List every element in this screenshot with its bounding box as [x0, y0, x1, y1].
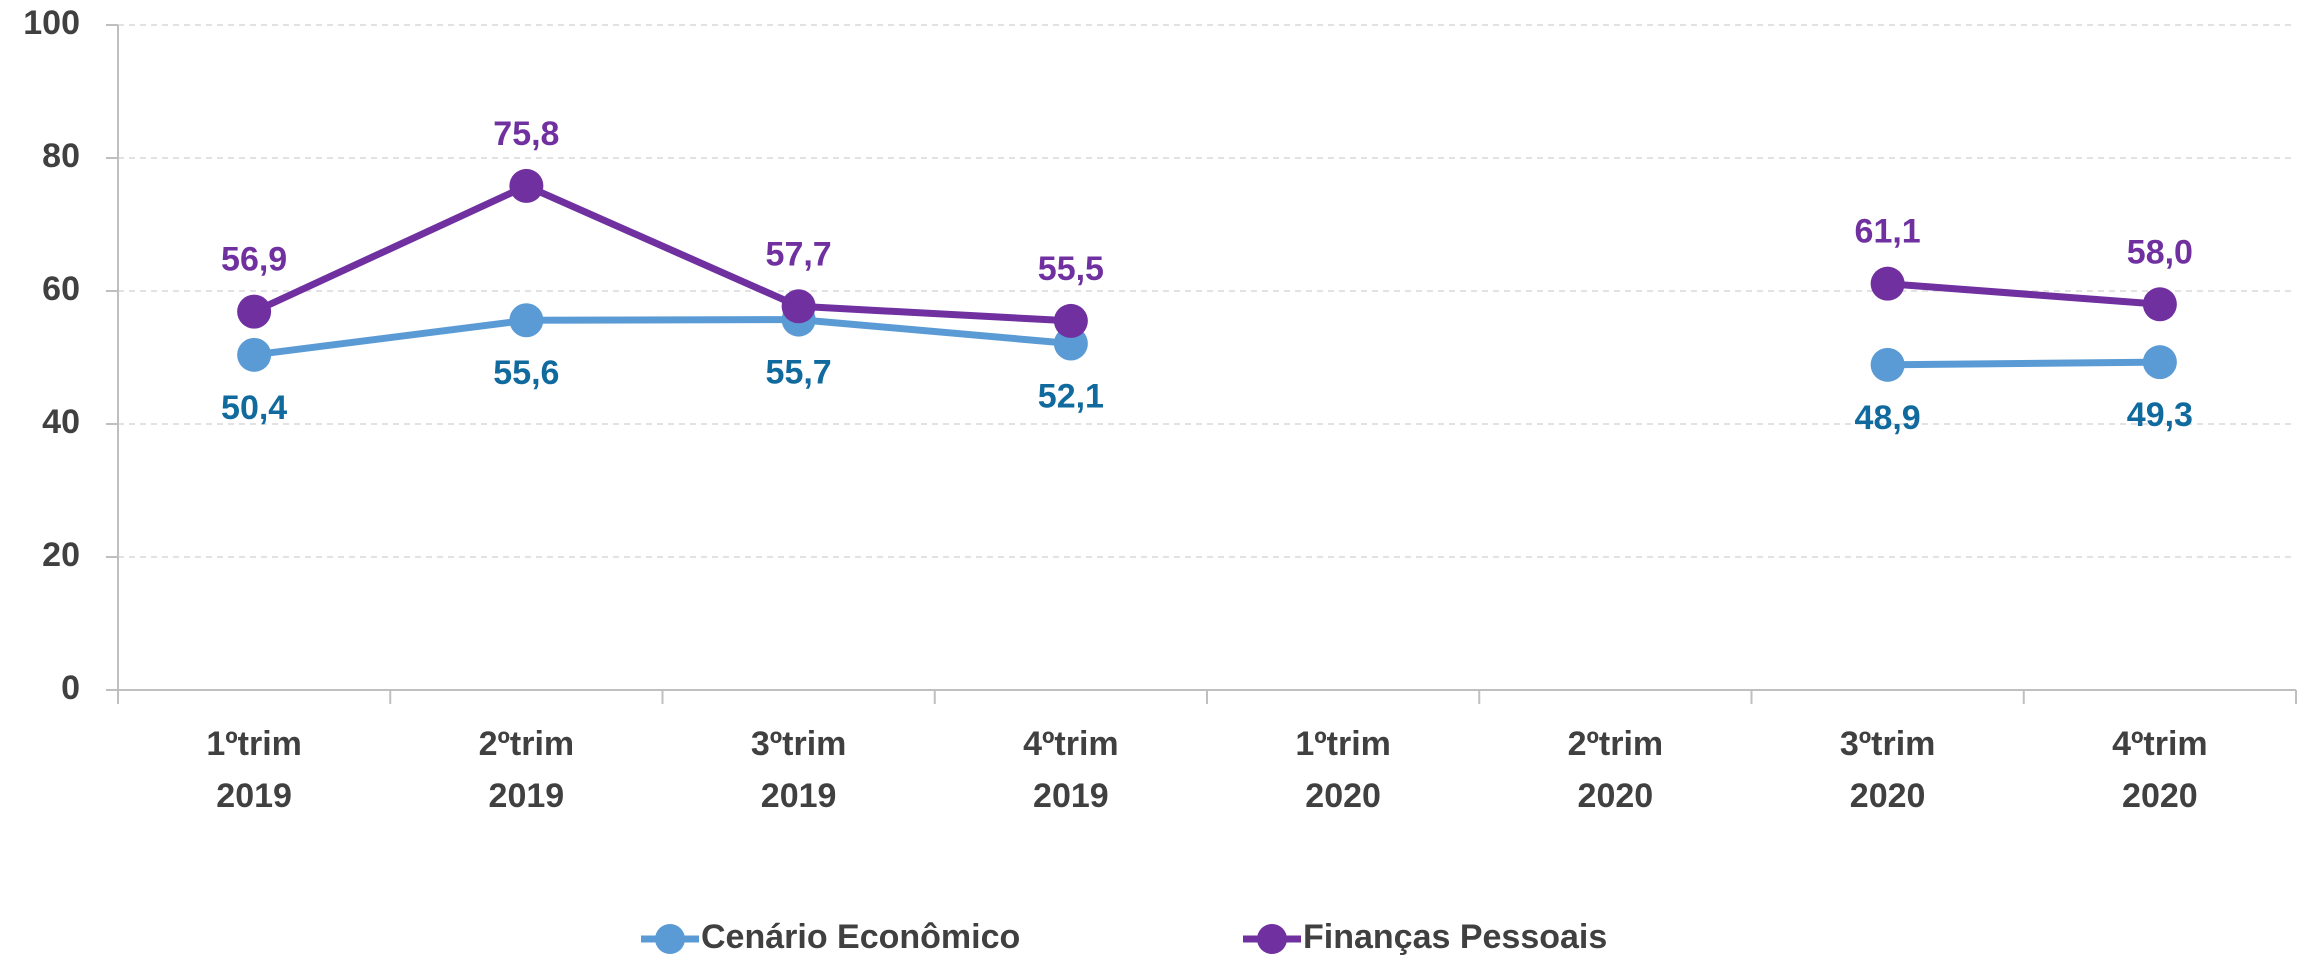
- data-label: 48,9: [1855, 399, 1921, 437]
- point: [781, 289, 816, 324]
- point: [2142, 287, 2177, 322]
- data-label: 55,5: [1038, 250, 1104, 288]
- x-tick-label: 2ºtrim 2019: [478, 725, 575, 815]
- x-tick-label: 4ºtrim 2019: [1023, 725, 1119, 815]
- data-label: 61,1: [1855, 213, 1921, 251]
- data-label: 55,6: [493, 354, 559, 392]
- y-tick-label: 60: [42, 270, 80, 308]
- data-label: 57,7: [766, 235, 832, 273]
- point: [1870, 347, 1905, 382]
- legend-marker: [1257, 924, 1287, 954]
- legend-label: Cenário Econômico: [701, 918, 1020, 956]
- y-tick-label: 40: [42, 403, 80, 441]
- point: [1053, 303, 1088, 338]
- y-tick-label: 80: [42, 137, 80, 175]
- data-label: 50,4: [221, 389, 287, 427]
- data-label: 56,9: [221, 241, 287, 279]
- point: [1870, 266, 1905, 301]
- data-label: 49,3: [2127, 396, 2193, 434]
- data-label: 58,0: [2127, 233, 2193, 271]
- y-tick-label: 0: [61, 669, 80, 707]
- data-label: 55,7: [766, 354, 832, 392]
- x-tick-label: 3ºtrim 2019: [750, 725, 847, 815]
- point: [237, 294, 272, 329]
- x-tick-label: 4ºtrim 2020: [2112, 725, 2208, 815]
- y-tick-label: 100: [23, 4, 80, 42]
- x-tick-label: 3ºtrim 2020: [1839, 725, 1936, 815]
- x-tick-label: 1ºtrim 2019: [206, 725, 302, 815]
- point: [237, 337, 272, 372]
- series-line: [253, 316, 2160, 369]
- data-label: 52,1: [1038, 378, 1104, 416]
- point: [2142, 345, 2177, 380]
- data-label: 75,8: [493, 115, 559, 153]
- y-tick-label: 20: [42, 536, 80, 574]
- legend-label: Finanças Pessoais: [1303, 918, 1607, 956]
- x-tick-label: 1ºtrim 2020: [1295, 725, 1391, 815]
- legend-marker: [655, 924, 685, 954]
- point: [509, 168, 544, 203]
- x-tick-label: 2ºtrim 2020: [1567, 725, 1664, 815]
- series-line: [252, 182, 2161, 325]
- point: [509, 303, 544, 338]
